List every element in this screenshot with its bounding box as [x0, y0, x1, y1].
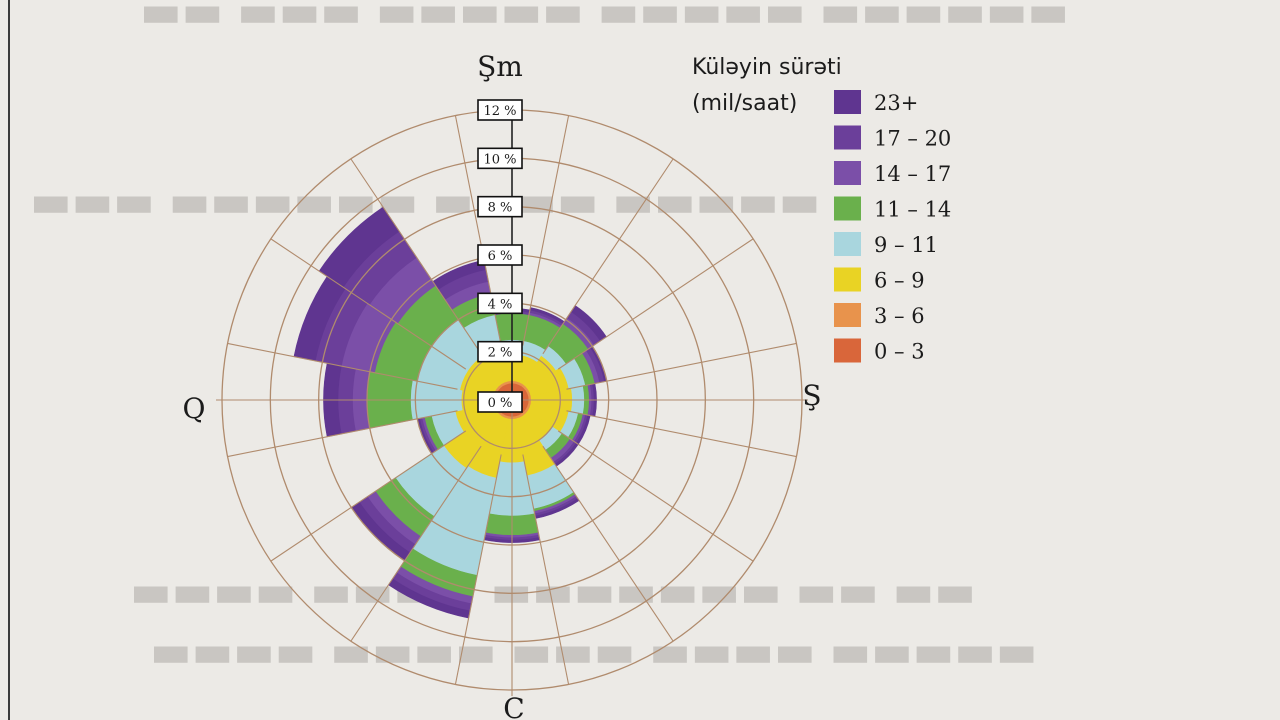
direction-label-west: Q	[183, 392, 206, 425]
legend-swatch	[834, 338, 861, 363]
legend-swatch	[834, 232, 861, 256]
radial-tick-label: 10 %	[483, 152, 516, 167]
legend-label: 11 – 14	[874, 198, 951, 222]
bleed-through-line-4: ▬▬▬▬ ▬▬▬▬ ▬▬▬ ▬▬▬▬ ▬▬▬▬▬	[150, 626, 1038, 677]
grid-spoke	[227, 342, 458, 390]
radial-tick-box	[477, 244, 523, 266]
radial-tick-label: 6 %	[488, 249, 513, 264]
grid-spoke	[566, 342, 797, 390]
legend-label: 0 – 3	[874, 340, 925, 364]
grid-spoke	[566, 410, 797, 458]
grid-spoke	[270, 238, 467, 370]
grid-spoke	[557, 238, 754, 370]
legend-label: 6 – 9	[874, 269, 925, 293]
radial-tick-box	[477, 340, 523, 363]
radial-tick-labels: 0 % 2 % 4 % 6 % 8 % 10 % 12 %	[477, 99, 523, 413]
radial-tick-box	[477, 292, 523, 315]
legend-label: 3 – 6	[874, 304, 925, 328]
radial-tick-label: 12 %	[483, 104, 516, 119]
legend: 23+ 17 – 20 14 – 17 11 – 14 9 – 11 6 – 9 3 – 6…	[834, 90, 951, 364]
page-margin-rule	[8, 0, 10, 720]
grid-spoke	[270, 430, 467, 562]
legend-swatch	[834, 90, 861, 114]
bleed-through-line-1: ▬▬ ▬▬▬ ▬▬▬▬▬ ▬▬▬▬▬ ▬▬▬▬▬▬	[140, 0, 1069, 37]
direction-label-east: Ş	[802, 379, 821, 412]
radial-tick-label: 2 %	[488, 346, 513, 361]
legend-label: 9 – 11	[874, 233, 938, 257]
radial-tick-label: 0 %	[488, 396, 513, 411]
direction-label-south: C	[503, 692, 524, 720]
legend-title-line-2: (mil/saat)	[692, 91, 797, 116]
grid-spoke	[350, 445, 482, 642]
grid-spoke	[227, 410, 458, 458]
radial-tick-box	[477, 195, 523, 218]
radial-tick-box	[477, 99, 523, 121]
legend-swatch	[834, 125, 861, 150]
legend-swatch	[834, 267, 861, 292]
legend-label: 17 – 20	[874, 127, 951, 151]
grid-spoke	[350, 158, 482, 355]
legend-label: 23+	[874, 91, 918, 115]
legend-title-line-1: Küləyin sürəti	[692, 55, 842, 80]
bleed-through-line-2: ▬▬▬ ▬▬▬▬▬▬ ▬▬▬▬ ▬▬▬▬▬	[30, 176, 821, 227]
grid-spoke	[522, 454, 570, 685]
legend-swatch	[834, 303, 861, 327]
radial-tick-label: 4 %	[488, 297, 513, 312]
grid-spoke	[557, 430, 754, 562]
legend-swatch	[834, 161, 861, 185]
legend-label: 14 – 17	[874, 162, 951, 186]
grid-spoke	[542, 158, 674, 355]
grid-spoke	[542, 445, 674, 642]
grid-spoke	[454, 454, 502, 685]
radial-tick-label: 8 %	[488, 201, 513, 216]
radial-tick-box	[477, 391, 523, 413]
legend-swatch	[834, 196, 861, 221]
radial-tick-box	[477, 147, 523, 170]
grid-spoke	[522, 115, 570, 346]
direction-label-north: Şm	[477, 50, 523, 83]
